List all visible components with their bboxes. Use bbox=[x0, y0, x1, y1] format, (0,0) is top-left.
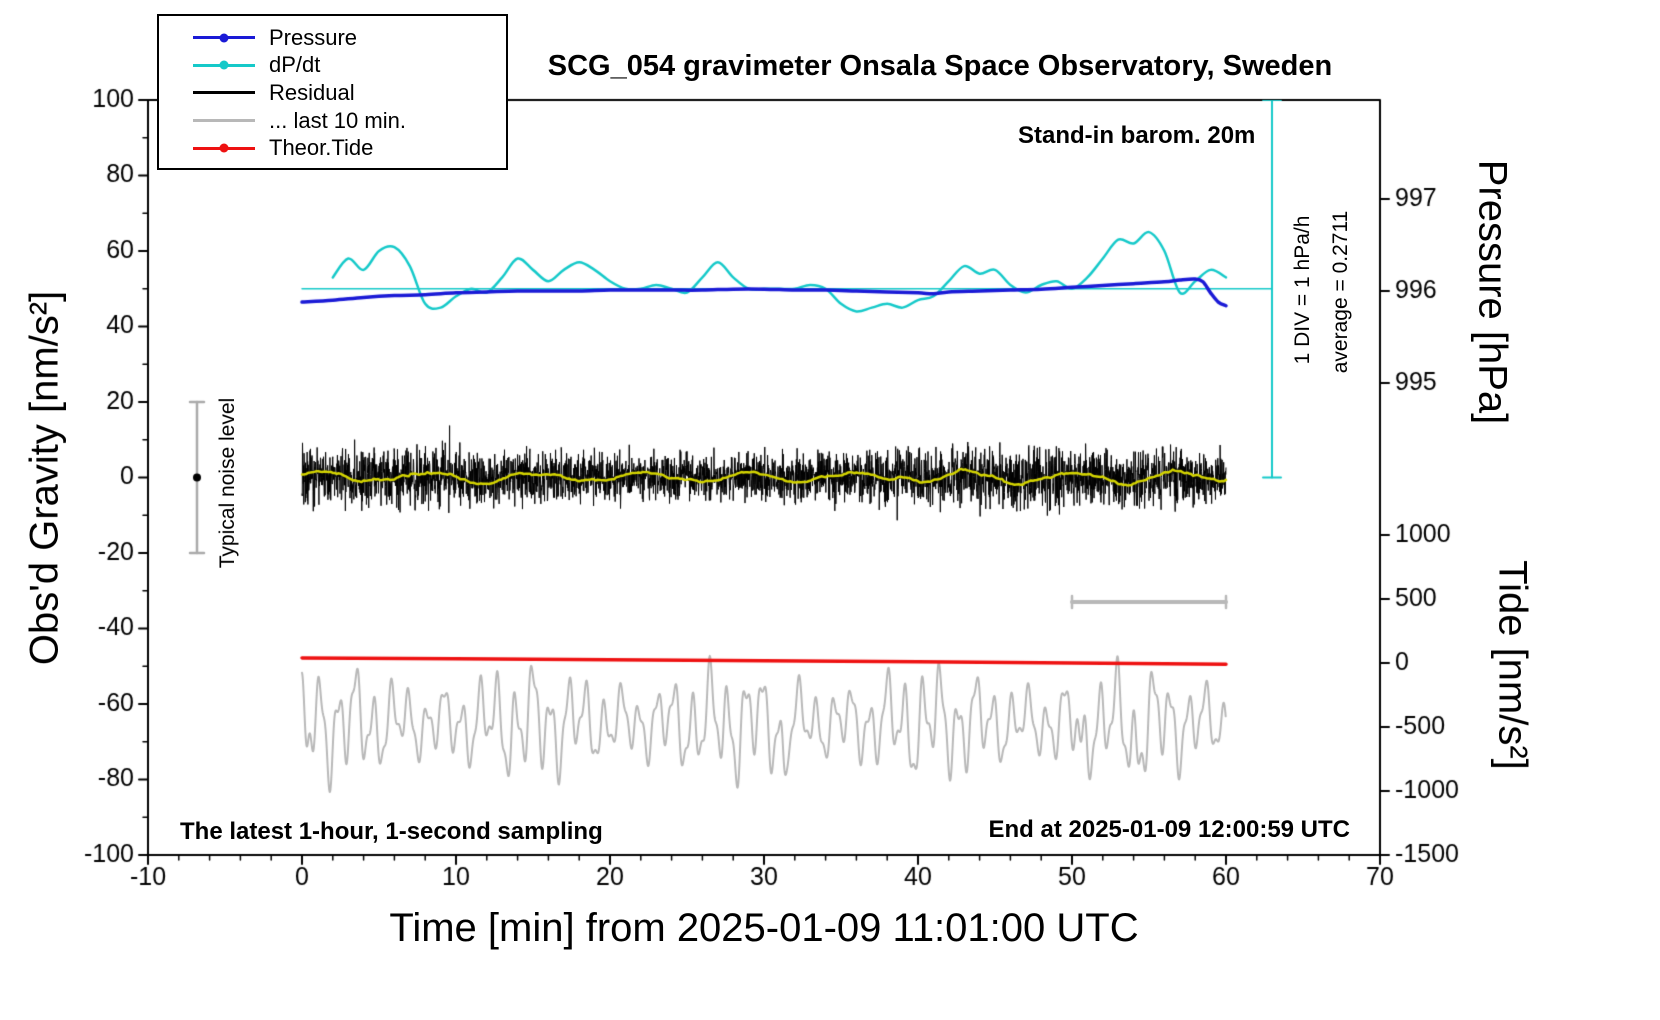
legend: Pressure dP/dt Residual ... last 10 min.… bbox=[157, 14, 508, 170]
legend-item-pressure: Pressure bbox=[193, 25, 506, 51]
tide-line-swatch bbox=[193, 143, 255, 153]
legend-label-pressure: Pressure bbox=[269, 24, 358, 50]
legend-item-tide: Theor.Tide bbox=[193, 135, 506, 161]
y-axis-title-gravity: Obs'd Gravity [nm/s²] bbox=[22, 290, 67, 666]
legend-item-last10: ... last 10 min. bbox=[193, 108, 506, 134]
last10-line-swatch bbox=[193, 119, 255, 123]
y-axis-title-tide: Tide [nm/s²] bbox=[1490, 560, 1535, 770]
annotation-barometer: Stand-in barom. 20m bbox=[1018, 122, 1256, 149]
y-axis-title-pressure: Pressure [hPa] bbox=[1470, 159, 1515, 425]
annotation-sampling: The latest 1-hour, 1-second sampling bbox=[180, 818, 603, 845]
x-axis-title: Time [min] from 2025-01-09 11:01:00 UTC bbox=[389, 906, 1139, 950]
dpdt-line-swatch bbox=[193, 60, 255, 70]
legend-item-residual: Residual bbox=[193, 80, 506, 106]
annotation-noise-level: Typical noise level bbox=[216, 397, 239, 569]
legend-label-dpdt: dP/dt bbox=[269, 52, 321, 78]
legend-item-dpdt: dP/dt bbox=[193, 52, 506, 78]
legend-label-residual: Residual bbox=[269, 79, 355, 105]
pressure-line-swatch bbox=[193, 33, 255, 43]
page-title: SCG_054 gravimeter Onsala Space Observat… bbox=[547, 50, 1333, 82]
legend-label-tide: Theor.Tide bbox=[269, 135, 374, 161]
legend-label-last10: ... last 10 min. bbox=[269, 107, 406, 133]
annotation-div-scale: 1 DIV = 1 hPa/h bbox=[1291, 215, 1314, 365]
annotation-average: average = 0.2711 bbox=[1329, 210, 1352, 374]
annotation-end-time: End at 2025-01-09 12:00:59 UTC bbox=[988, 816, 1351, 843]
residual-line-swatch bbox=[193, 91, 255, 95]
